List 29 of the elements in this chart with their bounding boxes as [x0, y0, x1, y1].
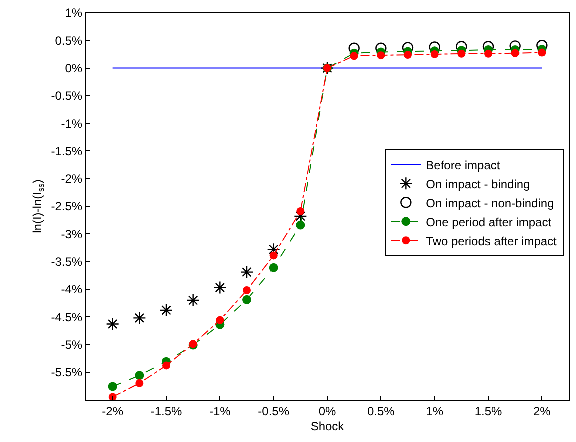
x-tick-label: 0%	[318, 404, 336, 418]
y-tick-label: 1%	[65, 6, 83, 20]
y-tick-label: -3.5%	[51, 254, 83, 269]
y-tick-label: 0.5%	[55, 34, 83, 48]
y-tick-label: -2%	[61, 172, 83, 186]
y-tick-label: -4%	[61, 282, 83, 297]
y-tick-label: -0.5%	[51, 89, 83, 104]
legend-label: On impact - non-binding	[426, 196, 554, 210]
y-tick-label: -3%	[61, 227, 83, 242]
legend-label: One period after impact	[426, 215, 552, 230]
y-tick-label: -5%	[61, 338, 83, 352]
x-tick-label: -1.5%	[150, 404, 182, 418]
y-tick-label: -4.5%	[51, 310, 83, 324]
x-tick-label: -2%	[102, 404, 124, 418]
y-tick-label: -2.5%	[51, 200, 83, 214]
y-tick-label: -5.5%	[51, 366, 83, 380]
x-axis-title: Shock	[310, 419, 346, 434]
legend-label: Two periods after impact	[426, 234, 558, 248]
legend-label: On impact - binding	[426, 177, 530, 192]
x-tick-label: 2%	[534, 404, 552, 418]
y-tick-label: -1%	[61, 116, 83, 131]
y-tick-label: -1.5%	[51, 144, 83, 158]
x-tick-label: -1%	[210, 404, 232, 418]
legend-label: Before impact	[426, 158, 501, 172]
x-tick-label: 0.5%	[367, 404, 396, 418]
x-tick-label: 1.5%	[474, 404, 502, 418]
x-tick-label: 1%	[426, 404, 444, 418]
y-tick-label: 0%	[65, 61, 83, 76]
x-tick-label: -0.5%	[258, 404, 290, 418]
